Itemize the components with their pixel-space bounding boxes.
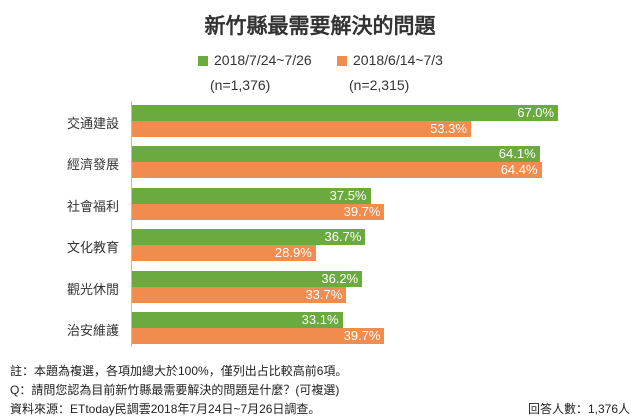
chart-title: 新竹縣最需要解決的問題 <box>204 15 436 38</box>
bar-series-2: 28.9% <box>132 245 316 262</box>
bar-value-label: 37.5% <box>329 187 367 203</box>
bar-series-1: 37.5% <box>132 187 371 204</box>
bar-series-1: 64.1% <box>132 146 540 163</box>
footnote-source: 資料來源：ETtoday民調雲2018年7月24日~7月26日調查。 <box>10 402 321 416</box>
legend-item-series-2: 2018/6/14~7/3 <box>337 52 443 68</box>
bar-value-label: 64.4% <box>500 162 538 178</box>
legend-swatch-series-2 <box>337 56 347 67</box>
category-label: 經濟發展 <box>66 157 119 173</box>
category-label: 觀光休閒 <box>66 281 119 297</box>
bar-series-2: 64.4% <box>132 162 542 179</box>
legend-item-series-1: 2018/7/24~7/26 <box>198 52 312 68</box>
bar-series-1: 67.0% <box>132 105 559 121</box>
bar-value-label: 64.1% <box>498 146 536 162</box>
bar-value-label: 33.7% <box>305 286 343 302</box>
legend-n-series-1: (n=1,376) <box>210 77 271 93</box>
bar-value-label: 28.9% <box>274 245 312 261</box>
bar-series-2: 39.7% <box>132 328 385 344</box>
bar-value-label: 33.1% <box>301 312 339 327</box>
legend-swatch-series-1 <box>198 56 208 67</box>
sample-size: 回答人數：1,376人 <box>527 402 630 416</box>
bar-series-1: 36.2% <box>132 270 363 287</box>
bar-value-label: 53.3% <box>430 121 467 136</box>
legend-label-series-1: 2018/7/24~7/26 <box>214 52 312 68</box>
bar-value-label: 39.7% <box>343 203 381 219</box>
category-axis-line <box>131 101 132 348</box>
footnote-note: 註：本題為複選，各項加總大於100%，僅列出占比較高前6項。 <box>10 364 348 378</box>
bar-series-1: 36.7% <box>132 229 366 246</box>
bar-value-label: 36.2% <box>321 270 359 286</box>
bar-series-2: 33.7% <box>132 286 347 303</box>
category-label: 交通建設 <box>66 116 119 131</box>
bar-value-label: 67.0% <box>517 105 555 120</box>
bar-series-1: 33.1% <box>132 312 343 328</box>
category-label: 社會福利 <box>66 198 119 214</box>
bar-series-2: 53.3% <box>132 121 471 137</box>
bar-series-2: 39.7% <box>132 203 385 220</box>
legend-n-series-2: (n=2,315) <box>349 77 410 93</box>
category-label: 治安維護 <box>66 323 119 338</box>
footnote-question: Q：請問您認為目前新竹縣最需要解決的問題是什麼？(可複選) <box>10 383 340 397</box>
legend-label-series-2: 2018/6/14~7/3 <box>353 52 443 68</box>
category-label: 文化教育 <box>66 240 119 256</box>
bar-value-label: 36.7% <box>324 229 362 245</box>
bar-value-label: 39.7% <box>343 328 381 343</box>
